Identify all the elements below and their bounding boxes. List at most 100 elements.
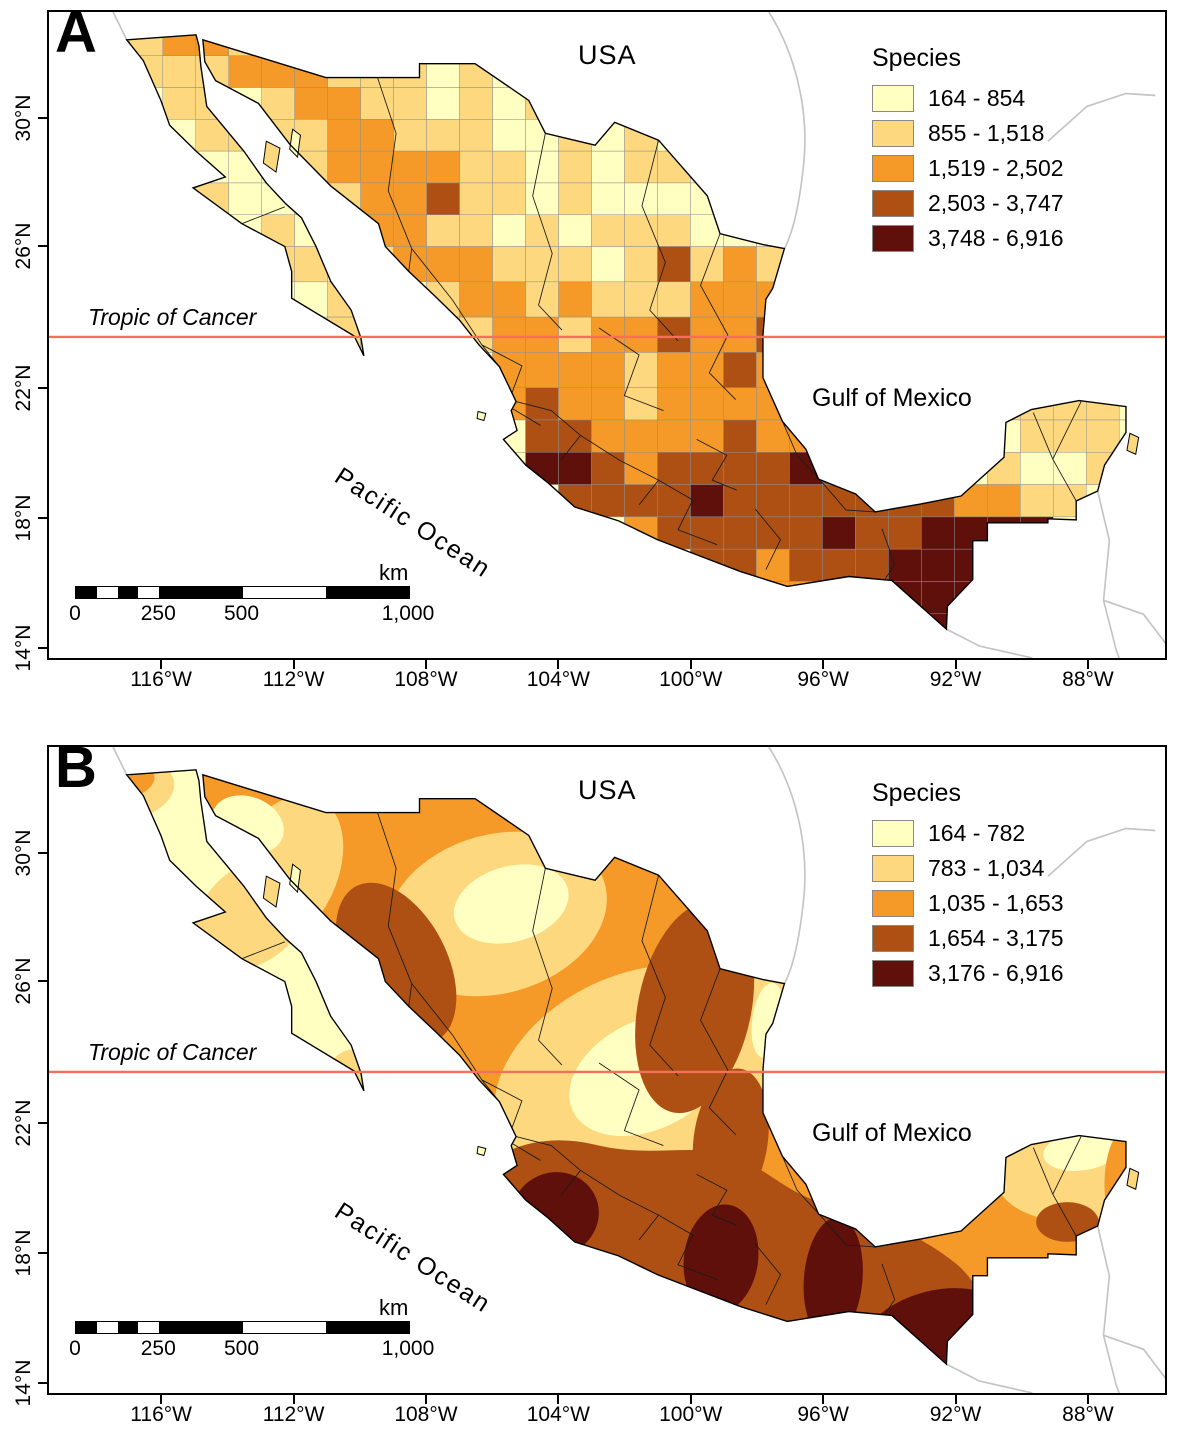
scale-bar-tick-label: 250 [140, 1337, 176, 1360]
grid-cell [1118, 419, 1126, 453]
island [1126, 432, 1140, 455]
lon-tick-label: 96°W [797, 668, 849, 691]
grid-cell [756, 548, 790, 582]
legend-row: 1,519 - 2,502 [872, 155, 1064, 182]
state-boundary [700, 233, 736, 400]
grid-cell [492, 246, 526, 283]
scale-bar: 0 250 500 1,000 km [69, 1295, 434, 1361]
island [1126, 1167, 1140, 1190]
state-boundary [782, 1156, 876, 1248]
legend-swatch [872, 85, 914, 112]
neighbor-boundary [1047, 92, 1156, 142]
legend-swatch [872, 855, 914, 882]
state-boundary [481, 1079, 541, 1161]
lon-tick-mark [1086, 660, 1089, 669]
legend-range: 2,503 - 3,747 [928, 190, 1064, 216]
lon-tick-label: 116°W [130, 1403, 192, 1426]
lon-tick-label: 100°W [659, 1403, 723, 1426]
state-boundary [754, 508, 782, 570]
grid-cell [591, 419, 625, 453]
scale-bar-tick-label: 0 [69, 602, 81, 625]
state-boundary [641, 140, 679, 342]
legend-range: 1,035 - 1,653 [928, 890, 1064, 916]
lat-tick-label: 30°N [12, 94, 35, 142]
grid-cell [558, 452, 592, 485]
state-boundary [658, 479, 718, 546]
legend-swatch [872, 190, 914, 217]
scale-bar-segments [75, 1321, 410, 1334]
legend-row: 1,035 - 1,653 [872, 890, 1064, 917]
grid-cell [624, 484, 658, 518]
state-boundary [658, 1214, 718, 1281]
usa-label: USA [578, 40, 637, 70]
state-boundaries [241, 812, 1082, 1325]
grid-cell [789, 548, 823, 582]
lon-tick-mark [822, 660, 825, 669]
legend-swatch [872, 820, 914, 847]
legend-row: 3,748 - 6,916 [872, 225, 1064, 252]
legend-rows: 164 - 782 783 - 1,034 1,035 - 1,653 1,654 -… [872, 820, 1064, 987]
lat-tick-label: 22°N [12, 364, 35, 412]
grid-cell [1086, 419, 1120, 453]
state-boundary [515, 1136, 582, 1196]
scale-bar-segment [76, 1322, 97, 1333]
grid-cell [756, 452, 790, 485]
grid-cell [525, 419, 559, 453]
grid-cell [459, 281, 493, 318]
grid-cell [393, 214, 427, 247]
lon-tick-mark [954, 660, 957, 669]
legend: Species 164 - 782 783 - 1,034 1,035 - 1,65… [872, 779, 1064, 995]
lon-tick-mark [557, 1395, 560, 1404]
state-boundary [754, 1243, 782, 1305]
legend-row: 3,176 - 6,916 [872, 960, 1064, 987]
grid-cell [723, 316, 757, 353]
legend-row: 164 - 854 [872, 85, 1064, 112]
state-boundary [580, 1169, 660, 1241]
scale-bar-segment [76, 587, 97, 598]
island [476, 410, 487, 422]
grid-cell [426, 150, 460, 184]
lon-tick-label: 88°W [1062, 1403, 1114, 1426]
state-boundaries [241, 77, 1082, 590]
grid-cell [690, 281, 724, 318]
grid-cell [426, 214, 460, 247]
grid-cell [690, 246, 724, 283]
legend-row: 2,503 - 3,747 [872, 190, 1064, 217]
gulf-of-mexico-label: Gulf of Mexico [812, 1119, 972, 1147]
grid-cell [657, 316, 691, 353]
grid-cell [624, 281, 658, 318]
state-boundary [641, 875, 679, 1077]
legend-swatch [872, 120, 914, 147]
grid-cell [921, 516, 955, 550]
grid-cell [855, 516, 889, 550]
grid-cell [987, 484, 1021, 518]
state-boundary [782, 421, 876, 513]
state-boundary [696, 1173, 737, 1226]
grid-cell [822, 516, 856, 550]
grid-cell [492, 214, 526, 247]
grid-cell [525, 214, 559, 247]
grid-cell [558, 316, 592, 353]
state-boundary [515, 401, 582, 461]
grid-cell [591, 281, 625, 318]
grid-cell [657, 281, 691, 318]
legend-title: Species [872, 779, 961, 807]
neighbor-country-boundaries [112, 747, 1165, 1393]
island [476, 1145, 487, 1157]
grid-cell [624, 419, 658, 453]
grid-cell [459, 150, 493, 184]
grid-cell [459, 119, 493, 152]
state-boundary [1052, 1136, 1082, 1195]
scale-bar-segment [96, 587, 118, 598]
gulf-of-mexico-label: Gulf of Mexico [812, 384, 972, 412]
lat-tick-mark [38, 387, 47, 389]
state-boundary [598, 1062, 664, 1146]
grid-cell [624, 246, 658, 283]
neighbor-boundary [1103, 1334, 1165, 1379]
state-boundary [377, 77, 413, 272]
grid-cell [393, 182, 427, 215]
richness-zone [683, 1204, 759, 1314]
grid-cell [690, 419, 724, 453]
legend-range: 1,519 - 2,502 [928, 155, 1064, 181]
scale-bar-tick-label: 500 [223, 1337, 260, 1360]
